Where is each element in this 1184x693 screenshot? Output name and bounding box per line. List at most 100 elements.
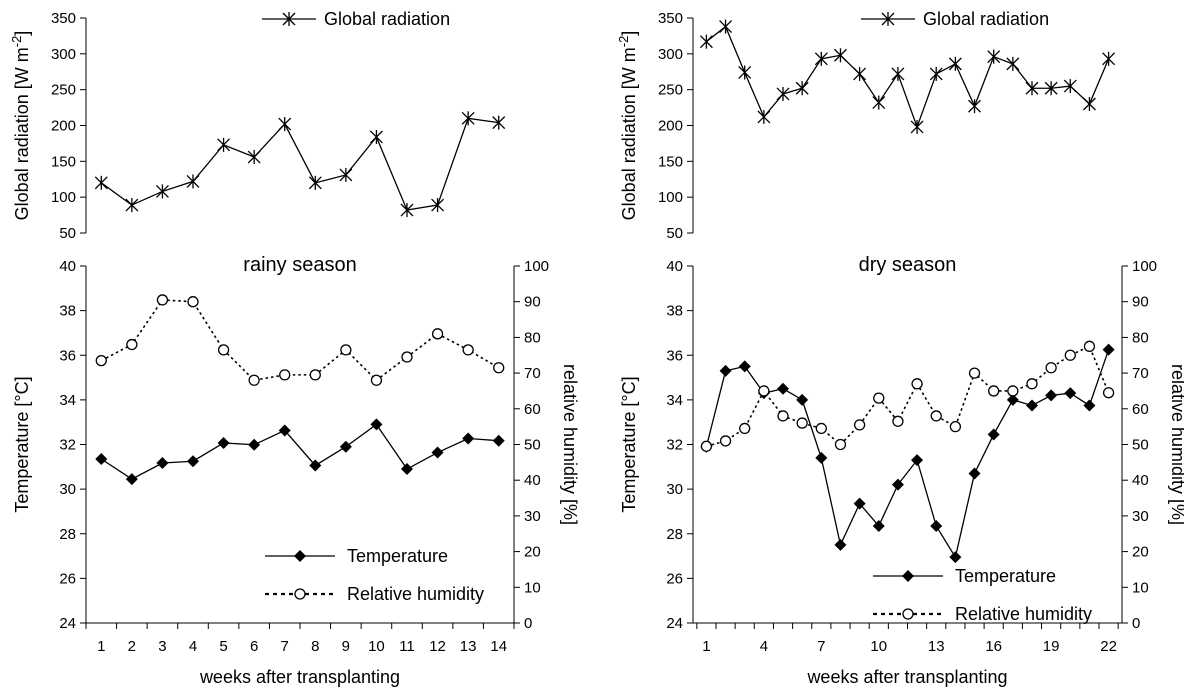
y2-tick-label: 70 bbox=[1132, 365, 1149, 382]
y-tick-label: 200 bbox=[51, 118, 76, 135]
x-tick-label: 11 bbox=[399, 638, 415, 655]
y-tick-label: 26 bbox=[59, 570, 76, 587]
y2-tick-label: 30 bbox=[524, 508, 541, 525]
y-tick-label: 38 bbox=[666, 303, 683, 320]
y2-tick-label: 100 bbox=[524, 258, 549, 275]
data-point bbox=[248, 438, 261, 451]
data-point bbox=[987, 49, 1001, 64]
x-tick-label: 7 bbox=[817, 638, 825, 655]
x-tick-label: 1 bbox=[702, 638, 710, 655]
legend-marker bbox=[294, 588, 306, 600]
series-line-global-radiation bbox=[100, 117, 499, 211]
data-point bbox=[738, 65, 752, 80]
y-tick-label: 32 bbox=[666, 437, 683, 454]
data-point bbox=[401, 351, 413, 363]
data-point bbox=[968, 367, 981, 379]
data-point bbox=[834, 48, 847, 63]
panel-rainy-radiation: 50 100 150 200 250 300 350 Global radiation [W … bbox=[9, 9, 506, 242]
y-tick-label: 350 bbox=[51, 10, 76, 27]
data-point bbox=[125, 473, 138, 486]
y-tick-label: 300 bbox=[51, 46, 76, 63]
y-tick-label: 100 bbox=[51, 189, 76, 206]
y-tick-label: 200 bbox=[658, 118, 683, 135]
data-point bbox=[968, 99, 981, 114]
y2-tick-label: 30 bbox=[1132, 508, 1149, 525]
data-point bbox=[1064, 387, 1077, 400]
data-point bbox=[462, 432, 475, 445]
x-tick-label: 5 bbox=[219, 638, 227, 655]
x-tick-label: 19 bbox=[1043, 638, 1060, 655]
y2-tick-label: 20 bbox=[524, 544, 541, 561]
data-point bbox=[758, 385, 770, 397]
y-tick-label: 28 bbox=[666, 526, 683, 543]
y-tick-label: 26 bbox=[666, 570, 683, 587]
data-point bbox=[1083, 340, 1096, 352]
y-axis-label: Temperature [°C] bbox=[12, 376, 32, 512]
y-tick-label: 30 bbox=[59, 481, 76, 498]
data-point bbox=[94, 175, 108, 190]
x-axis-label: weeks after transplanting bbox=[199, 667, 400, 687]
x-tick-label: 9 bbox=[342, 638, 350, 655]
data-point bbox=[1007, 385, 1019, 397]
data-point bbox=[340, 344, 352, 356]
data-point bbox=[738, 360, 751, 373]
y2-tick-label: 10 bbox=[524, 579, 541, 596]
data-point bbox=[126, 338, 138, 351]
data-point bbox=[777, 410, 789, 422]
y-tick-label: 32 bbox=[59, 437, 76, 454]
data-point bbox=[278, 117, 292, 132]
data-point bbox=[1063, 79, 1077, 94]
data-point bbox=[339, 167, 353, 182]
data-point bbox=[815, 422, 827, 435]
data-point bbox=[814, 51, 828, 66]
panel-dry-radiation: 50 100 150 200 250 300 350 Global radiation [W … bbox=[616, 9, 1116, 242]
data-point bbox=[431, 198, 445, 213]
x-tick-label: 14 bbox=[490, 638, 507, 655]
legend: Global radiation bbox=[861, 9, 1049, 29]
x-tick-label: 16 bbox=[985, 638, 1002, 655]
data-point bbox=[988, 385, 1000, 397]
y2-tick-label: 80 bbox=[524, 329, 541, 346]
y2-axis-label: relative humidity [%] bbox=[560, 364, 580, 525]
data-point bbox=[968, 467, 981, 480]
data-point bbox=[1006, 393, 1019, 406]
x-tick-label: 8 bbox=[311, 638, 319, 655]
y2-tick-label: 60 bbox=[524, 401, 541, 418]
data-point bbox=[1102, 51, 1116, 66]
data-point bbox=[370, 418, 383, 431]
data-point bbox=[1025, 399, 1038, 412]
y2-tick-label: 40 bbox=[524, 472, 541, 489]
y-tick-label: 24 bbox=[666, 615, 683, 632]
data-point bbox=[834, 538, 847, 551]
data-point bbox=[492, 115, 506, 130]
y2-tick-label: 0 bbox=[524, 615, 532, 632]
data-point bbox=[308, 175, 322, 190]
y-tick-label: 250 bbox=[658, 82, 683, 99]
y-tick-label: 34 bbox=[666, 392, 683, 409]
data-point bbox=[949, 551, 962, 564]
data-point bbox=[853, 497, 866, 510]
data-point bbox=[401, 463, 413, 476]
data-point bbox=[929, 66, 943, 81]
legend: Temperature Relative humidity bbox=[265, 546, 484, 604]
legend-label: Relative humidity bbox=[347, 584, 484, 604]
x-tick-label: 12 bbox=[429, 638, 446, 655]
legend-marker bbox=[881, 12, 895, 26]
data-point bbox=[796, 393, 809, 406]
data-point bbox=[156, 457, 169, 470]
y-tick-label: 24 bbox=[59, 615, 76, 632]
data-point bbox=[815, 451, 828, 464]
x-tick-label: 10 bbox=[368, 638, 385, 655]
y-tick-label: 34 bbox=[59, 392, 76, 409]
data-point bbox=[1064, 349, 1076, 361]
y2-tick-label: 90 bbox=[524, 294, 541, 311]
data-point bbox=[309, 459, 322, 472]
y2-tick-label: 100 bbox=[1132, 258, 1157, 275]
data-point bbox=[431, 446, 444, 459]
y-tick-label: 36 bbox=[666, 347, 683, 364]
data-point bbox=[719, 364, 732, 377]
data-point bbox=[853, 66, 867, 81]
data-point bbox=[186, 174, 200, 189]
